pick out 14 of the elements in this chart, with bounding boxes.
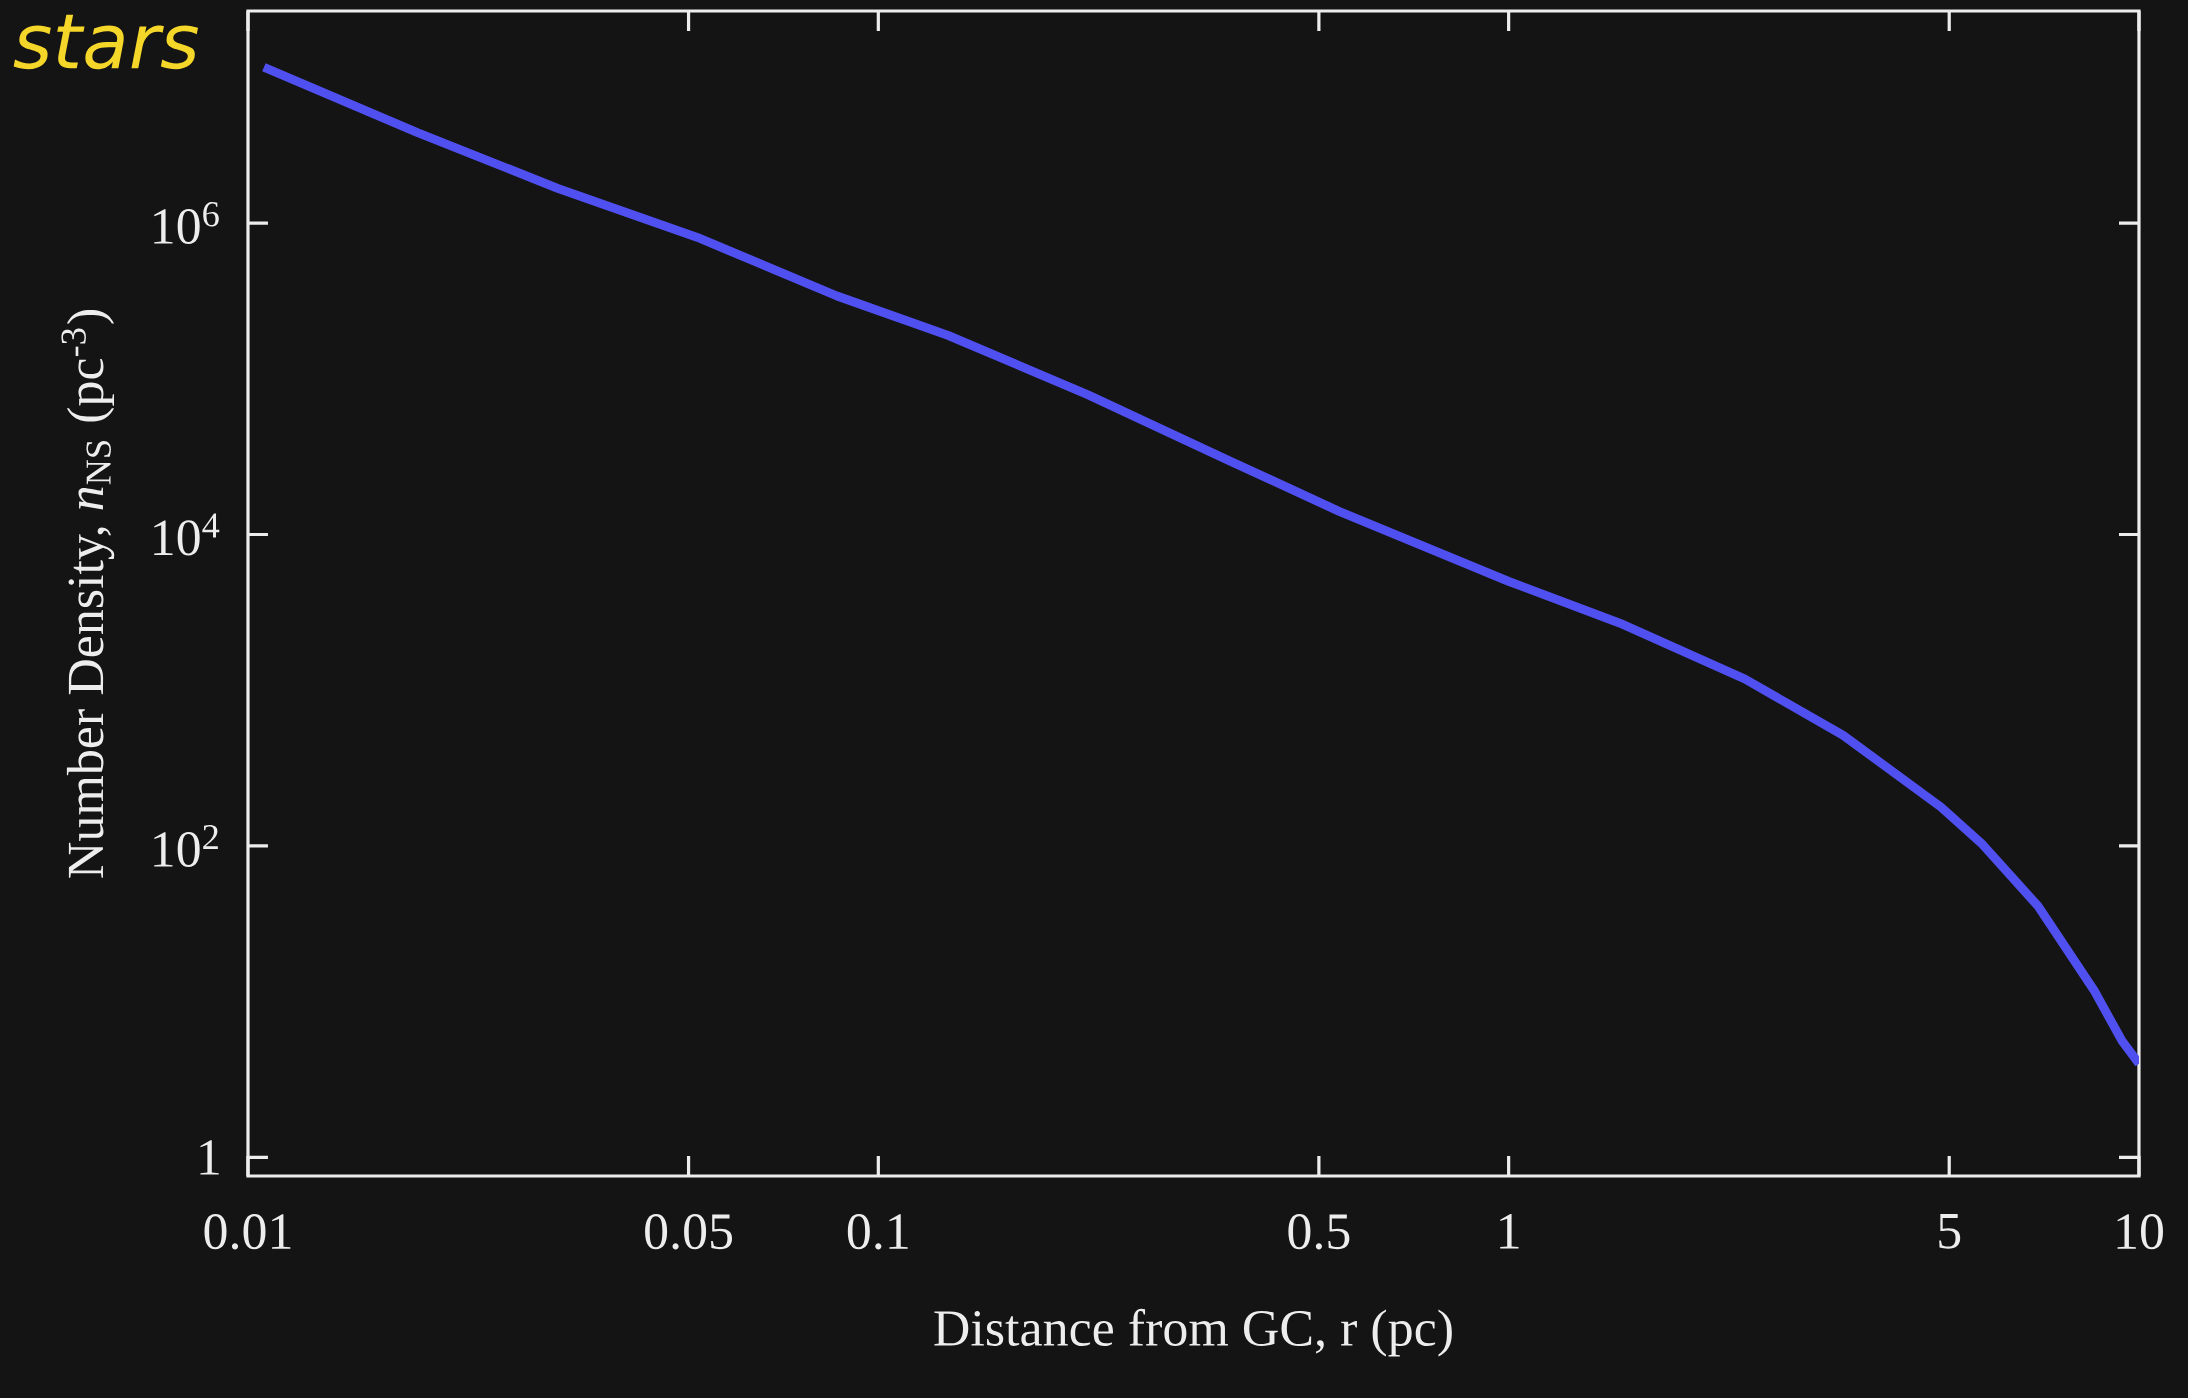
x-tick-label: 1 — [1500, 1214, 1519, 1249]
x-tick-label: 0.05 — [645, 1214, 733, 1250]
x-tick-label: 0.5 — [1288, 1214, 1350, 1250]
y-tick-label: 10$^{6}$ — [154, 202, 219, 245]
y-tick-label: 1 — [200, 1140, 219, 1175]
x-axis-title: Distance from GC, r (pc) — [934, 1308, 1452, 1357]
x-tick-label: 5 — [1939, 1214, 1961, 1249]
x-tick-label: 0.1 — [847, 1214, 908, 1250]
x-tick-label: 10 — [2117, 1214, 2163, 1250]
x-tick-label: 0.01 — [204, 1214, 291, 1250]
y-tick-label: 10$^{2}$ — [154, 824, 218, 867]
y-axis-title: Number Density, n$_{NS}$ (pc$^{-3}$) — [61, 310, 115, 878]
y-tick-label: 10$^{4}$ — [154, 513, 220, 556]
text: stars — [13, 14, 199, 70]
